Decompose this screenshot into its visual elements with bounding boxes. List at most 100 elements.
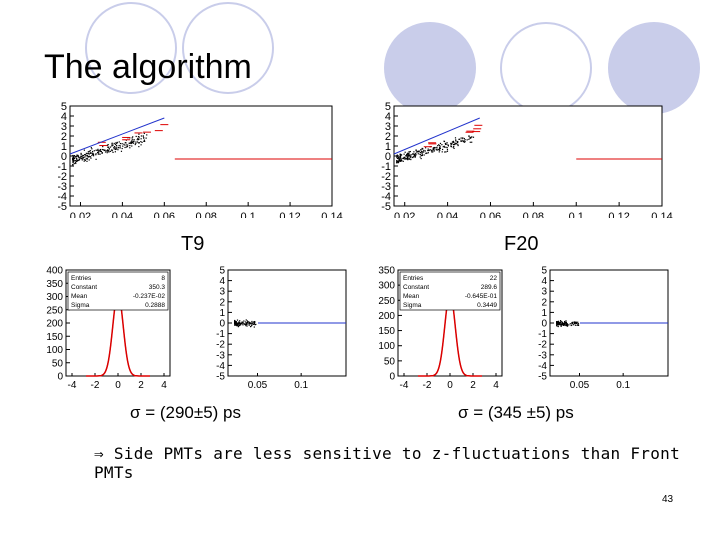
data-point [446,142,448,144]
data-point [126,144,128,146]
data-point [101,152,103,154]
data-point [92,155,95,157]
y-tick-label: -5 [216,372,225,383]
data-point [85,154,87,156]
data-point [413,154,416,157]
x-tick-label: -4 [68,380,77,390]
data-point [127,144,129,146]
x-tick-label: 0 [447,380,453,390]
data-point [410,155,412,158]
data-point [251,320,253,323]
decor-circle [608,22,700,114]
data-point [72,161,74,163]
data-point [133,140,135,142]
y-tick-label: -1 [538,329,547,340]
data-point [573,324,575,326]
y-tick-label: 2 [219,297,225,308]
data-point [88,152,90,154]
fit-line [393,117,480,155]
y-tick-label: 2 [385,131,391,143]
data-point [427,152,429,154]
data-point [74,162,77,164]
stats-value: 289.6 [481,284,498,291]
data-point [95,154,97,156]
data-point [111,143,113,145]
data-point [461,140,463,143]
data-point [248,324,250,326]
data-point [116,141,118,144]
x-tick-label: 0 [115,380,121,390]
data-point [130,141,132,143]
data-point [408,158,411,160]
data-point [561,324,563,326]
data-point [421,152,423,154]
data-point [101,148,103,151]
data-point [253,320,256,323]
data-point [446,150,449,152]
data-point [106,150,108,152]
stats-label: Entries [71,275,92,282]
data-point [446,143,448,145]
data-point [125,142,127,144]
data-point [104,151,107,153]
data-point [556,323,558,325]
data-point [80,156,82,158]
data-point [454,143,456,145]
data-point [142,135,144,137]
data-point [445,151,447,153]
data-point [86,160,88,162]
data-point [566,324,569,326]
data-point [253,323,255,325]
x-tick-label: 0.02 [394,211,415,218]
data-point [143,137,145,139]
y-tick-label: 50 [52,358,64,369]
data-point [84,158,86,161]
data-point [96,149,98,151]
data-point [88,153,90,155]
data-point [413,153,415,155]
data-point [577,324,580,327]
data-point [99,150,101,152]
data-point [81,159,83,161]
y-tick-label: 5 [219,266,225,277]
data-point [573,321,575,323]
data-point [137,138,140,141]
data-point [455,139,457,141]
data-point [135,142,137,145]
y-tick-label: 3 [61,121,67,133]
data-point [438,151,440,153]
data-point [248,321,250,323]
data-point [86,157,88,159]
data-point [446,147,448,149]
x-tick-label: 4 [493,380,499,390]
data-point [143,139,146,141]
y-tick-label: 0 [61,151,67,163]
data-point [443,140,446,143]
data-point [560,325,562,327]
data-point [100,150,102,152]
data-point [400,160,402,162]
data-point [240,322,242,324]
stats-value: -0.645E-01 [465,293,498,300]
y-tick-label: 0 [389,372,395,383]
data-point [439,142,442,145]
data-point [563,323,566,325]
data-point [119,147,121,149]
data-point [107,144,109,146]
data-point [88,150,91,152]
data-point [413,151,415,153]
data-point [235,323,237,325]
data-point [437,149,439,151]
data-point [75,162,77,165]
data-point [238,321,240,323]
data-point [236,325,238,327]
data-point [557,323,559,325]
data-point [408,153,410,155]
data-point [235,322,238,324]
data-point [92,152,94,154]
data-point [561,321,563,324]
y-tick-label: 1 [61,141,67,153]
data-point [556,321,558,323]
data-point [132,140,134,143]
data-point [439,149,441,151]
